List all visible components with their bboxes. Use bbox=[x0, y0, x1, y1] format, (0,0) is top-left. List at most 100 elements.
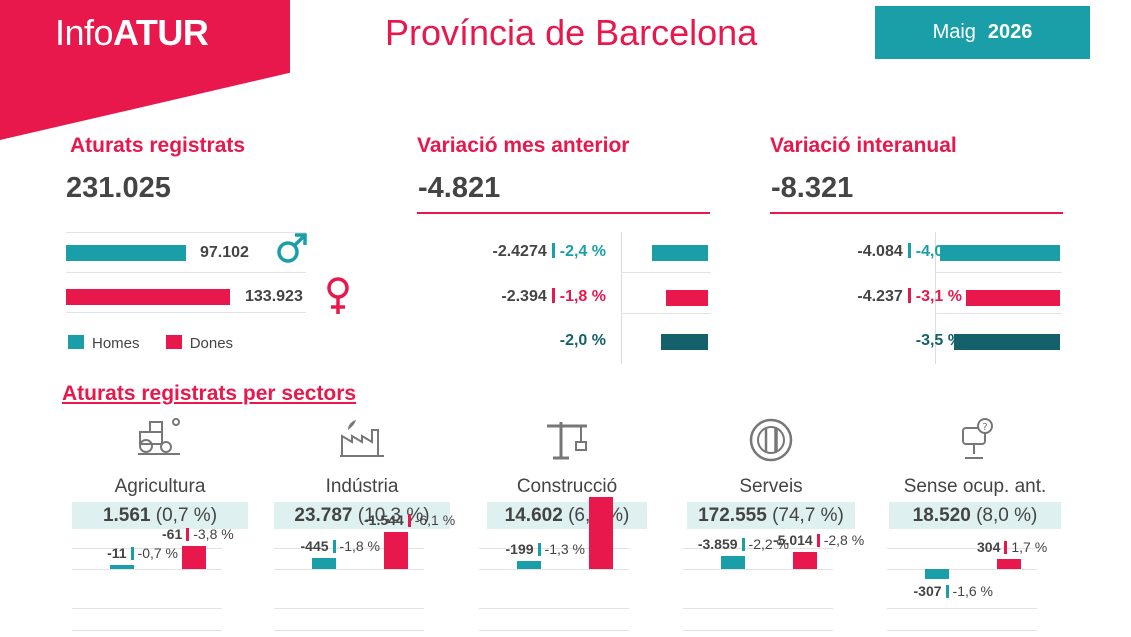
gridline bbox=[66, 232, 306, 233]
period-year: 2026 bbox=[987, 21, 1033, 43]
sector-share: (10,3 %) bbox=[352, 505, 430, 526]
gridline bbox=[72, 548, 222, 549]
separator bbox=[907, 288, 911, 303]
female-symbol-icon bbox=[327, 277, 349, 314]
gridline bbox=[887, 608, 1037, 609]
gridline bbox=[683, 630, 833, 631]
separator bbox=[186, 528, 190, 541]
sector-men-value: -11 bbox=[107, 545, 127, 561]
sector-men-pct: -0,7 % bbox=[137, 545, 178, 561]
annual-total: -8.321 bbox=[771, 172, 854, 204]
sector-value: 172.555 bbox=[698, 505, 767, 526]
sector-men-pct: -1,3 % bbox=[544, 541, 585, 557]
monthly-value: -2.4274 bbox=[492, 243, 547, 260]
gridline bbox=[935, 313, 1062, 314]
registered-title: Aturats registrats bbox=[70, 134, 246, 157]
sector-men-value: -445 bbox=[300, 538, 329, 554]
gridline bbox=[66, 272, 306, 273]
sector-women-bar bbox=[182, 546, 206, 569]
separator bbox=[1004, 541, 1008, 554]
sector-women-label: 304 1,7 % bbox=[977, 539, 1047, 555]
male-symbol-icon bbox=[277, 233, 307, 263]
sector-name: Indústria bbox=[325, 476, 399, 497]
monthly-bar bbox=[661, 334, 708, 350]
annual-title: Variació interanual bbox=[770, 134, 957, 157]
gridline bbox=[935, 272, 1062, 273]
registered-total: 231.025 bbox=[66, 172, 171, 204]
legend-swatch-women bbox=[165, 335, 182, 349]
annual-axis bbox=[935, 232, 936, 364]
annual-divider bbox=[770, 212, 1063, 214]
sector-women-value: -1.544 bbox=[364, 512, 404, 528]
gridline bbox=[66, 312, 306, 313]
separator bbox=[551, 243, 555, 258]
sector-men-value: -199 bbox=[505, 541, 534, 557]
gridline bbox=[887, 548, 1037, 549]
sector-total: 1.561 (0,7 %) bbox=[72, 502, 248, 529]
annual-pct: -3,5 % bbox=[915, 332, 962, 349]
gridline bbox=[621, 313, 711, 314]
monthly-value: -2.394 bbox=[501, 288, 547, 305]
sector-women-value: -61 bbox=[162, 526, 183, 542]
separator bbox=[332, 540, 336, 553]
gridline bbox=[683, 608, 833, 609]
separator bbox=[407, 514, 411, 527]
sector-men-label: -307 -1,6 % bbox=[914, 583, 994, 599]
annual-pct: -3,1 % bbox=[915, 288, 962, 305]
separator bbox=[945, 585, 949, 598]
gridline bbox=[72, 569, 222, 570]
sector-share: (8,0 %) bbox=[970, 505, 1038, 526]
period-badge: Maig 2026 bbox=[875, 6, 1090, 59]
annual-bar bbox=[954, 334, 1060, 350]
sector-men-bar bbox=[517, 561, 541, 569]
tractor-icon bbox=[136, 416, 184, 464]
sector-name: Serveis bbox=[739, 476, 803, 497]
gridline bbox=[887, 630, 1037, 631]
sector-value: 1.561 bbox=[102, 505, 151, 526]
separator bbox=[907, 243, 911, 258]
monthly-pct: -2,0 % bbox=[559, 332, 606, 349]
gridline bbox=[274, 548, 424, 549]
monthly-row-label: -2.4274 -2,4 % bbox=[492, 243, 606, 261]
sector-women-bar bbox=[589, 497, 613, 569]
sector-men-pct: -2,2 % bbox=[748, 536, 789, 552]
monthly-total: -4.821 bbox=[418, 172, 501, 204]
annual-value: -4.084 bbox=[857, 243, 903, 260]
sector-women-value: 304 bbox=[977, 539, 1001, 555]
gridline bbox=[479, 569, 629, 570]
monthly-row-label: -2.394 -1,8 % bbox=[501, 288, 606, 306]
sector-women-value: -5.014 bbox=[773, 532, 813, 548]
sector-women-bar bbox=[997, 559, 1021, 569]
sector-total: 172.555 (74,7 %) bbox=[687, 502, 855, 529]
annual-pct: -4,0 % bbox=[915, 243, 962, 260]
gridline bbox=[479, 608, 629, 609]
sector-name: Agricultura bbox=[114, 476, 206, 497]
sector-men-value: -3.859 bbox=[697, 536, 738, 552]
legend-swatch-men bbox=[68, 335, 84, 349]
women-bar bbox=[66, 289, 230, 305]
separator bbox=[816, 534, 820, 547]
annual-bar bbox=[940, 245, 1060, 261]
men-value: 97.102 bbox=[200, 244, 249, 261]
monthly-axis bbox=[621, 232, 622, 364]
sector-women-label: -1.544 -6,1 % bbox=[364, 512, 455, 528]
gridline bbox=[479, 548, 629, 549]
separator bbox=[130, 547, 134, 560]
sector-total: 18.520 (8,0 %) bbox=[889, 502, 1061, 529]
annual-row-label: -4.237 -3,1 % bbox=[857, 288, 962, 306]
gridline bbox=[274, 630, 424, 631]
sector-men-label: -445 -1,8 % bbox=[301, 538, 381, 554]
sector-men-bar bbox=[110, 565, 134, 569]
separator bbox=[551, 288, 555, 303]
gridline bbox=[274, 608, 424, 609]
sector-women-bar bbox=[384, 532, 408, 569]
sector-value: 23.787 bbox=[294, 505, 353, 526]
sector-name: Construcció bbox=[516, 476, 618, 497]
sector-women-bar bbox=[793, 552, 817, 569]
gridline bbox=[479, 630, 629, 631]
chart-legend: Homes Dones bbox=[68, 335, 233, 352]
monthly-title: Variació mes anterior bbox=[417, 134, 630, 157]
sector-men-label: -3.859 -2,2 % bbox=[698, 536, 789, 552]
annual-row-label: -4.084 -4,0 % bbox=[857, 243, 962, 261]
men-bar bbox=[66, 245, 186, 261]
